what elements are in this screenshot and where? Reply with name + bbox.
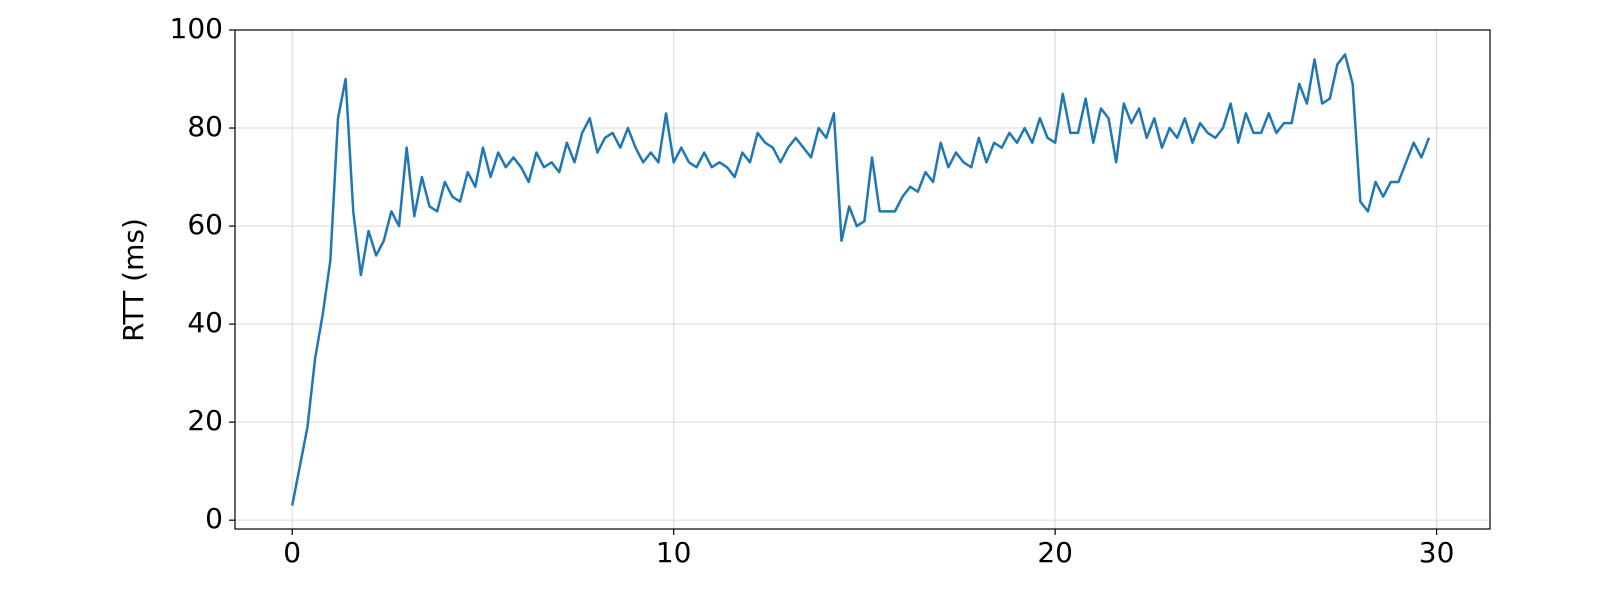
y-tick-label: 80 [187,110,223,143]
x-tick-label: 0 [283,536,301,569]
y-tick-label: 20 [187,404,223,437]
x-tick-label: 20 [1037,536,1073,569]
plot-frame [234,29,1491,530]
y-tick-label: 100 [170,12,223,45]
y-tick-label: 60 [187,208,223,241]
y-axis-label: RTT (ms) [117,218,150,342]
data-line [290,53,1431,506]
x-tick-label: 30 [1419,536,1455,569]
y-tick-label: 0 [205,502,223,535]
y-tick-label: 40 [187,306,223,339]
x-tick-label: 10 [656,536,692,569]
